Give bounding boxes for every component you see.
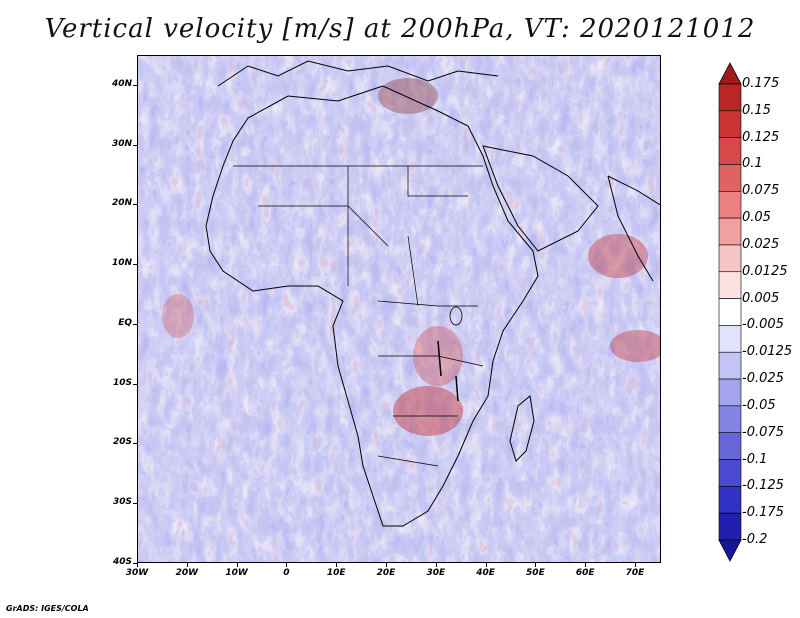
lon-label: 10W [225, 568, 248, 578]
europe-coastline [217, 60, 499, 87]
colorbar-top-arrow [718, 62, 742, 85]
lat-label: 10S [112, 377, 132, 388]
colorbar-box [718, 190, 742, 219]
colorbar-level-label: 0.0125 [742, 263, 788, 279]
velocity-field-map [138, 56, 660, 562]
lon-tick [535, 563, 537, 567]
lon-label: 20E [376, 568, 396, 578]
india-coastline [607, 175, 660, 282]
lat-tick [133, 562, 137, 564]
lat-label: EQ [118, 317, 132, 328]
colorbar [718, 62, 742, 562]
colorbar-box [718, 432, 742, 460]
colorbar-box [718, 325, 742, 353]
lat-tick [133, 383, 137, 385]
colorbar-level-label: -0.2 [742, 532, 768, 547]
lat-tick [133, 204, 137, 206]
colorbar-box [718, 217, 742, 246]
lon-tick [386, 563, 387, 567]
colorbar-level-label: -0.005 [742, 317, 784, 333]
lat-label: 40S [112, 556, 132, 567]
colorbar-box [718, 164, 742, 192]
colorbar-level-label: -0.1 [742, 451, 768, 467]
updraft-patch-indian-ocean-east [610, 330, 660, 362]
arabia-coastline [482, 145, 599, 252]
lon-tick [236, 563, 238, 567]
colorbar-level-label: -0.0125 [742, 344, 793, 360]
colorbar-level-label: -0.075 [742, 424, 784, 440]
lon-label: 70E [625, 568, 645, 578]
map-plot-area [137, 55, 661, 563]
colorbar-level-label: -0.125 [742, 478, 784, 494]
lat-label: 10N [111, 258, 132, 269]
lon-label: 30E [426, 568, 446, 578]
lat-label: 30N [111, 138, 132, 149]
lake-tanganyika [437, 340, 442, 377]
lon-label: 50E [526, 568, 545, 578]
colorbar-level-label: 0.15 [742, 102, 771, 118]
colorbar-box [718, 512, 742, 541]
colorbar-box [718, 405, 742, 434]
lat-label: 30S [112, 496, 132, 507]
lat-label: 40N [111, 79, 132, 89]
lon-label: 60E [575, 568, 595, 578]
lake-victoria [449, 306, 463, 326]
updraft-patch-atlantic [162, 294, 194, 338]
lat-tick [133, 323, 137, 325]
colorbar-level-label: 0.075 [742, 183, 780, 199]
lon-tick [585, 563, 587, 567]
colorbar-level-label: 0.025 [742, 236, 780, 252]
colorbar-box [718, 271, 742, 299]
colorbar-level-label: 0.1 [742, 156, 763, 172]
colorbar-box [718, 110, 742, 138]
madagascar-coastline [509, 395, 535, 462]
colorbar-box [718, 83, 742, 112]
velocity-texture [138, 56, 660, 562]
lat-tick [133, 502, 137, 504]
lon-tick [336, 563, 338, 567]
colorbar-level-label: 0.05 [742, 210, 771, 226]
lon-label: 30W [125, 568, 149, 578]
lat-tick [133, 264, 137, 266]
lon-tick [186, 563, 188, 567]
lon-tick [635, 563, 636, 567]
lon-tick [435, 563, 437, 567]
grads-credit: GrADS: IGES/COLA [6, 604, 89, 613]
lat-tick [133, 443, 137, 445]
lake-malawi [455, 375, 459, 402]
updraft-patch-indian-ocean-north [588, 234, 648, 278]
colorbar-level-label: -0.025 [742, 371, 784, 387]
colorbar-box [718, 351, 742, 380]
lat-label: 20S [112, 437, 132, 448]
lon-tick [137, 563, 138, 567]
colorbar-box [718, 244, 742, 273]
colorbar-box [718, 486, 742, 514]
lon-tick [286, 563, 288, 567]
colorbar-level-label: -0.175 [742, 505, 784, 521]
colorbar-level-label: -0.05 [742, 397, 776, 413]
chart-title: Vertical velocity [m/s] at 200hPa, VT: 2… [44, 14, 756, 44]
colorbar-level-label: 0.125 [742, 129, 780, 145]
lat-label: 20N [111, 198, 132, 209]
lon-label: 20W [175, 568, 199, 578]
lon-tick [485, 563, 487, 567]
lon-label: 10E [326, 568, 346, 578]
colorbar-box [718, 459, 742, 487]
africa-coastline [205, 85, 539, 527]
colorbar-level-label: 0.005 [742, 290, 780, 306]
lon-label: 0 [283, 568, 290, 578]
lon-label: 40E [476, 568, 495, 578]
lat-tick [133, 144, 137, 146]
colorbar-box [718, 298, 742, 326]
lat-tick [133, 85, 137, 86]
country-borders [233, 165, 484, 467]
updraft-patch-southern-africa [393, 386, 463, 436]
colorbar-level-label: 0.175 [742, 76, 780, 91]
colorbar-box [718, 137, 742, 165]
colorbar-bottom-arrow [718, 539, 742, 562]
colorbar-box [718, 378, 742, 407]
updraft-patch-mediterranean [378, 78, 438, 114]
